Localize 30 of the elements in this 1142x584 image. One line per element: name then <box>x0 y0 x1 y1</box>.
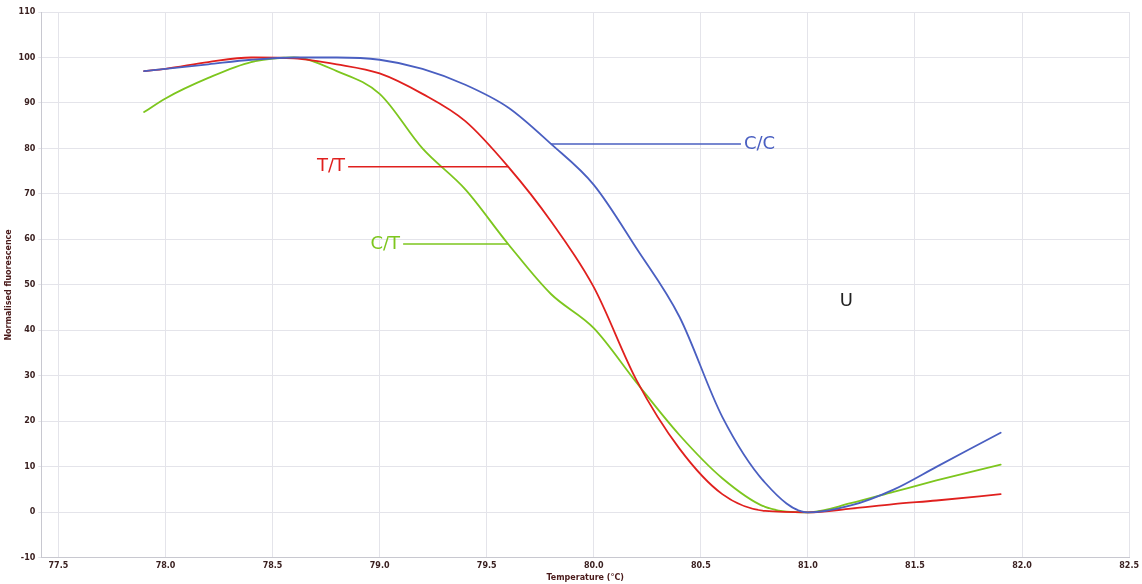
text: C/C <box>743 131 776 153</box>
y-tick-label: 90 <box>24 98 36 108</box>
y-tick-label: 40 <box>24 325 36 335</box>
y-tick-label: 10 <box>24 461 36 471</box>
y-tick-label: 0 <box>29 507 36 517</box>
text: T/T <box>316 154 347 176</box>
x-tick-label: 82.5 <box>1119 560 1140 570</box>
x-tick-label: 80.5 <box>690 560 712 570</box>
y-tick-label: 80 <box>24 143 36 153</box>
y-tick-label: 60 <box>24 234 36 244</box>
y-tick-label: 30 <box>24 370 36 380</box>
annotation: U <box>839 288 853 310</box>
x-tick-label: 82.0 <box>1012 560 1033 570</box>
x-tick-label: 77.5 <box>48 560 69 570</box>
x-tick-label: 81.5 <box>905 560 926 570</box>
y-tick-label: -10 <box>20 552 36 562</box>
x-axis-title: Temperature (°C) <box>546 573 624 583</box>
y-tick-label: 70 <box>24 189 36 199</box>
x-tick-label: 79.0 <box>369 560 390 570</box>
x-tick-label: 81.0 <box>798 560 819 570</box>
x-tick-label: 79.5 <box>476 560 498 570</box>
x-tick-label: 78.0 <box>155 560 176 570</box>
y-tick-label: 50 <box>24 279 36 289</box>
x-tick-label: 80.0 <box>583 560 605 570</box>
y-axis-title: Normalised fluorescence <box>3 228 13 341</box>
x-tick-label: 78.5 <box>262 560 283 570</box>
y-tick-label: 20 <box>24 416 36 426</box>
text: C/T <box>370 231 402 253</box>
y-tick-label: 110 <box>18 7 36 17</box>
y-tick-label: 100 <box>18 52 36 62</box>
